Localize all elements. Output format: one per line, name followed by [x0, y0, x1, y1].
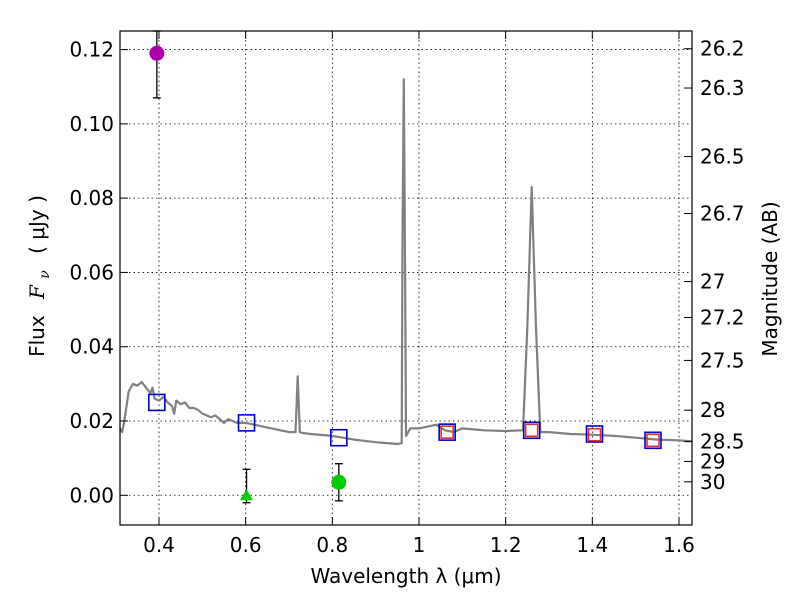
- x-tick-label: 1.6: [663, 533, 695, 557]
- mag-tick-label: 30: [700, 470, 725, 494]
- observed-circle-marker: [331, 474, 347, 490]
- mag-tick-label: 28: [700, 398, 725, 422]
- svg-text:Flux F ν ( μ: Flux F ν ( μJy ): [25, 195, 54, 357]
- y-tick-label: 0.02: [69, 409, 114, 433]
- mag-tick-label: 29: [700, 449, 725, 473]
- mag-tick-label: 28.5: [700, 430, 745, 454]
- photometry-square-marker: [646, 433, 660, 448]
- photometry-square-marker: [587, 427, 602, 442]
- sed-model-line: [119, 78, 693, 446]
- mag-tick-label: 26.3: [700, 76, 745, 100]
- y-tick-label: 0.06: [69, 260, 114, 284]
- y-axis-label-symbol: F: [25, 284, 49, 300]
- data-layer: [119, 30, 693, 504]
- photometry-square-marker: [644, 431, 662, 450]
- x-tick-label: 0.4: [143, 533, 175, 557]
- photometry-square-marker: [585, 425, 604, 443]
- x-tick-label: 1.2: [490, 533, 522, 557]
- y-tick-label: 0.04: [69, 335, 114, 359]
- x-tick-label: 0.8: [316, 533, 348, 557]
- grid: [120, 31, 692, 525]
- plot-frame: [119, 30, 693, 526]
- y-axis-label-subscript: ν: [37, 270, 53, 279]
- mag-tick-label: 26.7: [700, 202, 745, 226]
- y-tick-label: 0.12: [69, 38, 114, 62]
- ticks: 0.4 0.6 0.8 1 1.2 1.4 1.6 0.00 0.02 0.04 0.06 0.08 0…: [69, 31, 745, 557]
- mag-tick-label: 26.5: [700, 145, 745, 169]
- y-axis-right-label: Magnitude (AB): [758, 201, 782, 356]
- x-tick-label: 1: [413, 533, 426, 557]
- photometry-square-marker: [237, 414, 256, 432]
- photometry-square-marker: [440, 425, 454, 439]
- y-axis-label: Flux F ν ( μJy ): [25, 195, 54, 357]
- observed-circle-marker: [149, 45, 165, 61]
- mag-tick-label: 27.2: [700, 306, 745, 330]
- x-tick-label: 0.6: [230, 533, 262, 557]
- photometry-square-marker: [524, 423, 539, 438]
- photometry-square-marker: [148, 393, 166, 412]
- mag-tick-label: 27: [700, 270, 725, 294]
- mag-tick-label: 27.5: [700, 348, 745, 372]
- photometry-square-marker: [330, 428, 348, 447]
- observed-triangle-marker: [240, 489, 254, 501]
- mag-tick-label: 26.2: [700, 37, 745, 61]
- y-tick-label: 0.10: [69, 112, 114, 136]
- x-axis-label: Wavelength λ (μm): [310, 564, 501, 588]
- y-tick-label: 0.08: [69, 186, 114, 210]
- y-tick-label: 0.00: [69, 483, 114, 507]
- y-axis-label-unit: ( μJy ): [25, 195, 49, 254]
- y-axis-label-prefix: Flux: [25, 315, 49, 357]
- photometry-square-marker: [522, 421, 541, 440]
- photometry-square-marker: [438, 423, 456, 441]
- x-tick-label: 1.4: [576, 533, 608, 557]
